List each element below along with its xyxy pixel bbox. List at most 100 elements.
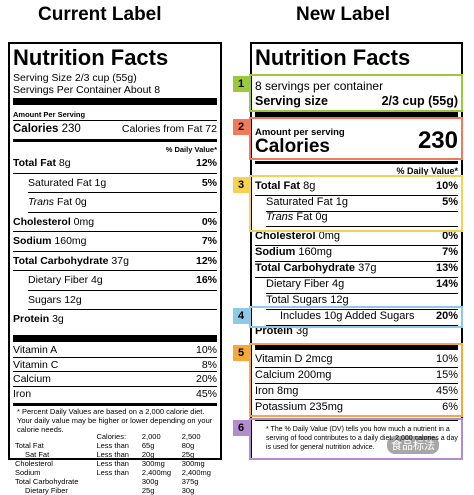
- current-footnote: * Percent Daily Values are based on a 2,…: [17, 407, 213, 434]
- new-calories-label: Calories: [255, 136, 330, 157]
- current-vitamin-row: Vitamin C 8%: [13, 358, 217, 371]
- nutrient-amount: 3g: [49, 313, 64, 325]
- current-amount-per-serving: Amount Per Serving: [13, 110, 86, 119]
- new-nutrient-row: Protein 3g: [255, 325, 461, 338]
- current-vitamin-row: Calcium 20%: [13, 373, 217, 385]
- current-calories-label: Calories: [13, 123, 59, 135]
- callout-number-6: 6: [233, 420, 249, 436]
- watermark: 食品标法: [387, 436, 439, 454]
- new-nutrient-row: Total Fat 8g 10%: [255, 180, 461, 193]
- new-nutrient-row: Saturated Fat 1g 5%: [266, 196, 461, 209]
- nutrient-label: Sodium: [255, 246, 296, 258]
- nutrient-amount: 37g: [108, 254, 129, 267]
- nutrient-amount: 8g: [55, 157, 71, 169]
- nutrient-amount: 12g: [327, 294, 349, 306]
- nutrient-label: Cholesterol: [13, 215, 71, 228]
- current-calories-row: Calories 230 Calories from Fat 72: [13, 123, 220, 136]
- nutrient-amount: 12g: [61, 293, 82, 306]
- new-nutrient-row: Total Sugars 12g: [266, 294, 461, 307]
- current-calories-value: 230: [61, 123, 81, 135]
- nutrient-dv: 10%: [435, 180, 458, 192]
- new-servings-per-container: 8 servings per container: [255, 79, 384, 93]
- nutrient-dv: 12%: [195, 157, 217, 169]
- nutrient-amount: 160mg: [51, 235, 87, 247]
- current-nutrient-row: Total Fat 8g 12%: [13, 157, 220, 170]
- new-nutrient-row: Total Carbohydrate 37g 13%: [255, 262, 461, 275]
- nutrient-dv: 16%: [195, 274, 217, 286]
- callout-number-5: 5: [233, 345, 249, 361]
- new-title: Nutrition Facts: [255, 45, 411, 70]
- new-nutrient-row: Sodium 160mg 7%: [255, 246, 461, 259]
- current-servings-per-container: Servings Per Container About 8: [13, 84, 161, 96]
- nutrient-dv: 13%: [435, 262, 458, 274]
- current-nutrient-row: Sugars 12g: [28, 294, 220, 307]
- current-nutrition-label: Nutrition Facts Serving Size 2/3 cup (55…: [8, 42, 222, 495]
- current-vitamin-row: Vitamin A 10%: [13, 344, 217, 356]
- new-vitamin-row: Potassium 235mg 6%: [255, 401, 458, 413]
- nutrient-dv: 14%: [435, 278, 458, 290]
- nutrient-amount: 1g: [332, 196, 348, 208]
- footnote-table-row: Total Carbohydrate 300g 375g: [15, 477, 199, 486]
- nutrient-amount: 160mg: [295, 246, 333, 258]
- current-nutrient-row: Protein 3g: [13, 313, 220, 326]
- callout-number-4: 4: [233, 308, 249, 324]
- nutrient-label: Saturated Fat: [266, 196, 333, 208]
- current-calories-from-fat: Calories from Fat 72: [121, 123, 217, 135]
- nutrient-amount: 4g: [88, 274, 103, 286]
- nutrient-label: Trans Fat: [266, 211, 313, 223]
- current-vitamin-row: Iron 45%: [13, 387, 217, 400]
- nutrient-label: Dietary Fiber: [266, 278, 329, 290]
- new-footnote: * The % Daily Value (DV) tells you how m…: [266, 426, 458, 451]
- nutrient-label: Total Sugars: [266, 294, 328, 306]
- callout-number-1: 1: [233, 76, 249, 92]
- nutrient-label: Saturated Fat: [28, 176, 92, 189]
- nutrient-dv: 5%: [442, 196, 458, 208]
- new-serving-size-label: Serving size: [255, 94, 328, 108]
- nutrient-amount: 0g: [312, 211, 328, 223]
- current-nutrient-row: Saturated Fat 1g 5%: [28, 177, 220, 190]
- new-nutrient-row: Dietary Fiber 4g 14%: [266, 278, 461, 291]
- new-serving-size-row: Serving size 2/3 cup (55g): [255, 94, 461, 109]
- new-serving-size-value: 2/3 cup (55g): [381, 94, 458, 108]
- nutrient-amount: 0g: [72, 196, 87, 208]
- nutrient-label: Total Carbohydrate: [13, 254, 109, 267]
- nutrient-label: Protein: [13, 313, 50, 325]
- nutrient-dv: 20%: [435, 310, 458, 322]
- new-vitamin-row: Calcium 200mg 15%: [255, 369, 458, 381]
- footnote-table-row: Calories: 2,000 2,500: [96, 432, 201, 441]
- new-calories-row: Calories 230: [255, 129, 461, 157]
- nutrient-label: Includes 10g Added Sugars: [280, 310, 415, 322]
- nutrient-label: Dietary Fiber: [28, 274, 89, 286]
- nutrient-label: Protein: [255, 325, 293, 337]
- callout-box-1: [249, 74, 463, 112]
- new-nutrient-row: Trans Fat 0g: [266, 211, 461, 224]
- nutrient-dv: 0%: [442, 230, 458, 242]
- new-calories-value: 230: [417, 127, 458, 154]
- nutrient-dv: 7%: [201, 235, 217, 247]
- nutrient-dv: 0%: [201, 215, 217, 228]
- new-label-heading: New Label: [296, 4, 390, 25]
- current-nutrient-row: Sodium 160mg 7%: [13, 235, 220, 248]
- callout-box-3: [249, 175, 463, 232]
- current-nutrient-row: Trans Fat 0g: [28, 196, 220, 209]
- new-nutrient-row: Includes 10g Added Sugars 20%: [280, 310, 461, 323]
- nutrient-amount: 1g: [91, 176, 107, 189]
- footnote-table-row: Dietary Fiber 25g 30g: [25, 486, 195, 495]
- new-amount-per-serving: Amount per serving: [255, 127, 345, 138]
- nutrient-amount: 4g: [328, 278, 345, 290]
- nutrient-label: Total Fat: [13, 157, 56, 169]
- nutrient-label: Total Carbohydrate: [255, 262, 356, 274]
- nutrient-amount: 8g: [300, 180, 316, 192]
- callout-box-5: [249, 343, 463, 417]
- callout-number-2: 2: [233, 119, 249, 135]
- callout-box-4: [249, 306, 463, 328]
- callout-box-6: [249, 418, 463, 460]
- footnote-table-row: Sodium Less than 2,400mg 2,400mg: [15, 468, 211, 477]
- current-footnote-table: Calories: 2,000 2,500 Total Fat Less than 65g…: [15, 432, 220, 495]
- nutrient-label: Sodium: [13, 235, 52, 247]
- footnote-table-row: Total Fat Less than 65g 80g: [15, 441, 195, 450]
- current-nutrient-row: Total Carbohydrate 37g 12%: [13, 255, 220, 268]
- nutrient-label: Total Fat: [255, 180, 301, 192]
- callout-box-2: [249, 117, 463, 160]
- nutrient-label: Sugars: [28, 293, 62, 306]
